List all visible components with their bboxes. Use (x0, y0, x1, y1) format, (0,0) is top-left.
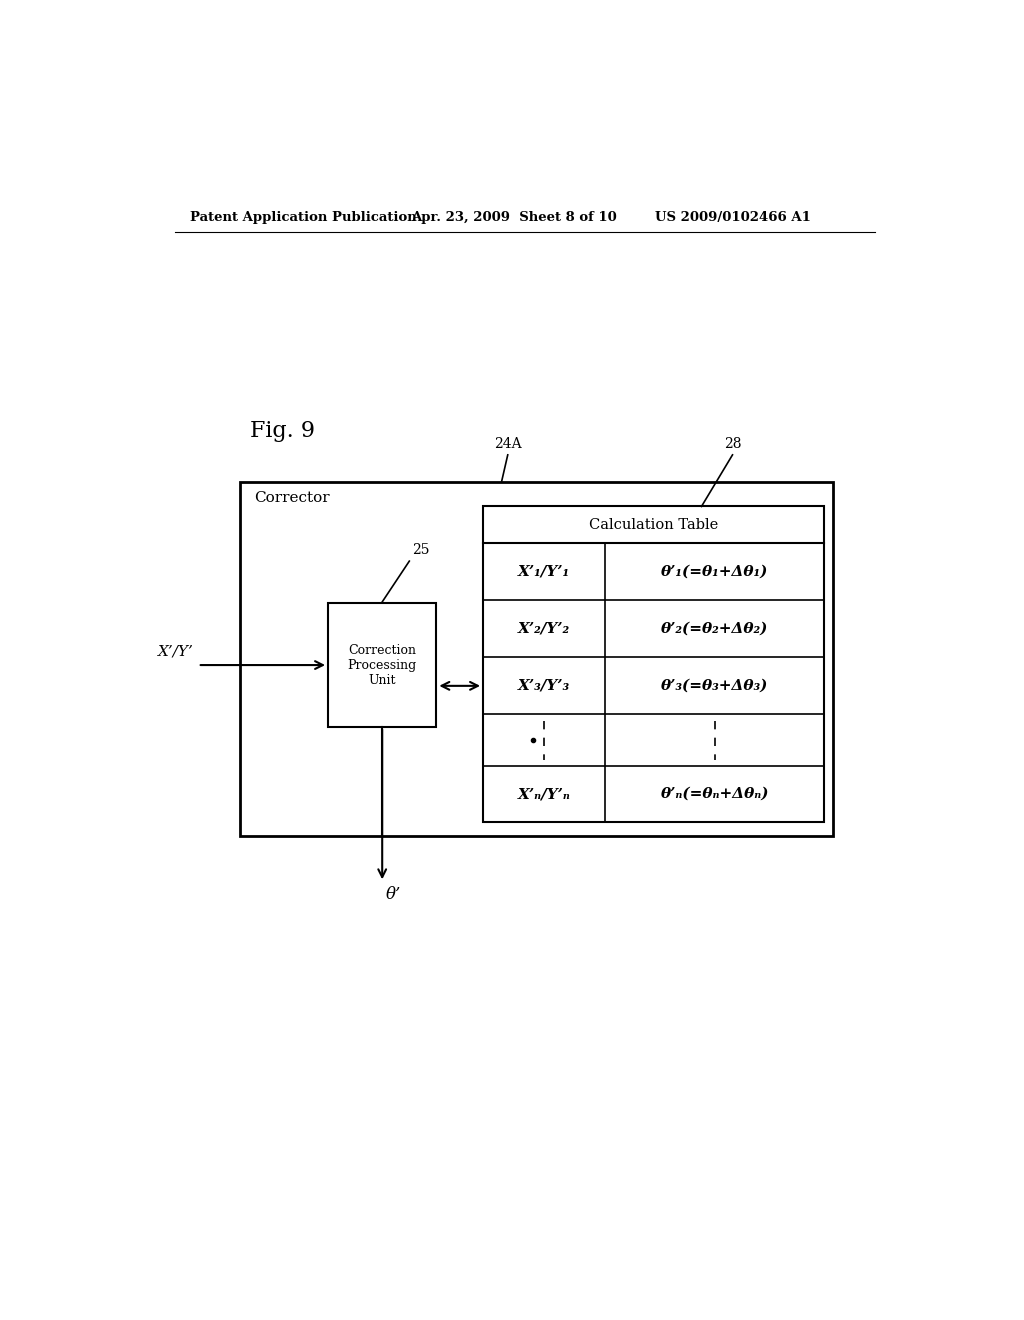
Text: X’₁/Y’₁: X’₁/Y’₁ (518, 565, 570, 579)
Text: US 2009/0102466 A1: US 2009/0102466 A1 (655, 211, 811, 224)
Text: X’₃/Y’₃: X’₃/Y’₃ (518, 678, 570, 693)
Text: Apr. 23, 2009  Sheet 8 of 10: Apr. 23, 2009 Sheet 8 of 10 (411, 211, 616, 224)
Text: θ’₁(=θ₁+Δθ₁): θ’₁(=θ₁+Δθ₁) (660, 565, 768, 579)
Text: Fig. 9: Fig. 9 (251, 420, 315, 442)
Bar (483, 507, 824, 822)
Bar (328, 603, 436, 726)
Text: θ’ₙ(=θₙ+Δθₙ): θ’ₙ(=θₙ+Δθₙ) (660, 787, 769, 801)
Text: θ’₃(=θ₃+Δθ₃): θ’₃(=θ₃+Δθ₃) (660, 678, 768, 693)
Text: Correction
Processing
Unit: Correction Processing Unit (347, 644, 417, 686)
Text: θ’₂(=θ₂+Δθ₂): θ’₂(=θ₂+Δθ₂) (660, 622, 768, 636)
Text: 24A: 24A (494, 437, 521, 451)
Text: 25: 25 (412, 544, 429, 557)
Text: X’/Y’: X’/Y’ (158, 645, 194, 659)
Bar (241, 482, 834, 836)
Text: Corrector: Corrector (254, 491, 330, 506)
Text: Patent Application Publication: Patent Application Publication (190, 211, 417, 224)
Text: 28: 28 (724, 437, 741, 451)
Text: Calculation Table: Calculation Table (589, 517, 718, 532)
Text: θ’: θ’ (386, 886, 401, 903)
Text: X’ₙ/Y’ₙ: X’ₙ/Y’ₙ (518, 787, 570, 801)
Text: X’₂/Y’₂: X’₂/Y’₂ (518, 622, 570, 636)
